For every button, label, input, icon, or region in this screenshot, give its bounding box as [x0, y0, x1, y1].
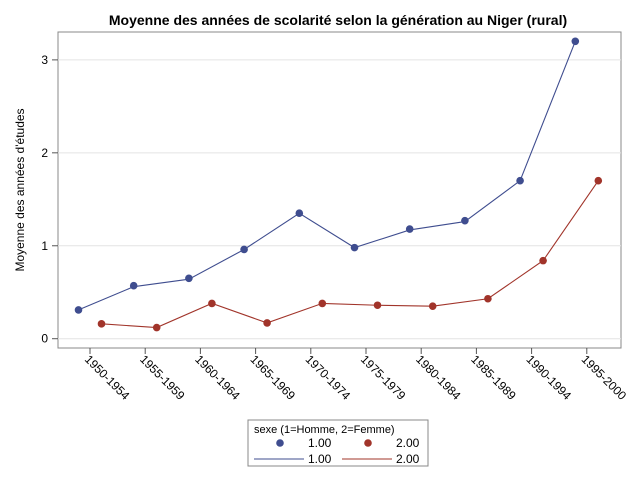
y-tick-label: 1	[41, 239, 48, 253]
legend-items: 1.00 1.00 2.00 2.00	[254, 436, 420, 466]
y-tick-label: 3	[41, 53, 48, 67]
x-tick-label: 1980-1984	[413, 352, 464, 403]
legend-title: sexe (1=Homme, 2=Femme)	[254, 424, 395, 436]
plot-frame	[57, 31, 622, 349]
y-tick-label: 0	[41, 332, 48, 346]
x-tick-label: 1970-1974	[303, 352, 354, 403]
series-lines	[78, 41, 599, 329]
data-point-series-2	[97, 320, 106, 328]
y-tick-label: 2	[41, 146, 48, 160]
data-point-series-2	[263, 319, 271, 327]
legend: sexe (1=Homme, 2=Femme) 1.00 1.00 2.00 2.00	[247, 419, 429, 467]
x-tick-label: 1975-1979	[358, 352, 409, 403]
data-point-series-2	[208, 299, 216, 308]
data-point-series-1	[295, 209, 304, 218]
grid-lines	[58, 59, 621, 340]
legend-marker-1	[276, 439, 284, 447]
y-axis-label: Moyenne des années d'études	[13, 108, 27, 271]
data-point-series-2	[594, 176, 603, 185]
data-point-series-2	[318, 299, 327, 308]
legend-marker-2	[364, 439, 372, 447]
x-tick-label: 1955-1959	[137, 352, 188, 403]
data-point-series-1	[405, 225, 414, 233]
data-point-series-2	[539, 256, 547, 265]
data-point-series-2	[428, 302, 437, 310]
series-line-1	[78, 41, 576, 311]
series-points	[74, 37, 603, 332]
data-point-series-1	[571, 37, 580, 46]
legend-marker-label-2: 2.00	[396, 436, 420, 450]
legend-line-label-1: 1.00	[308, 452, 332, 466]
data-point-series-1	[240, 245, 248, 254]
data-point-series-1	[74, 306, 83, 314]
x-tick-label: 1965-1969	[247, 352, 298, 403]
data-point-series-1	[129, 281, 138, 290]
data-point-series-1	[350, 243, 359, 252]
x-tick-label: 1950-1954	[82, 352, 133, 403]
x-tick-label: 1960-1964	[192, 352, 243, 403]
x-tick-label: 1985-1989	[468, 352, 519, 403]
series-line-2	[101, 180, 599, 329]
data-point-series-2	[484, 294, 492, 303]
y-axis-ticks: 0 1 2 3	[41, 53, 58, 346]
data-point-series-1	[461, 216, 469, 225]
legend-marker-label-1: 1.00	[308, 436, 332, 450]
chart-title: Moyenne des années de scolarité selon la…	[109, 12, 567, 28]
data-point-series-1	[185, 274, 193, 283]
data-point-series-2	[373, 301, 382, 310]
data-point-series-2	[152, 323, 161, 332]
x-axis-ticks: 1950-1954 1955-1959 1960-1964 1965-1969 1970…	[82, 348, 630, 403]
x-tick-label: 1995-2000	[579, 352, 630, 403]
x-tick-label: 1990-1994	[523, 352, 574, 403]
legend-line-label-2: 2.00	[396, 452, 420, 466]
data-point-series-1	[516, 176, 524, 185]
